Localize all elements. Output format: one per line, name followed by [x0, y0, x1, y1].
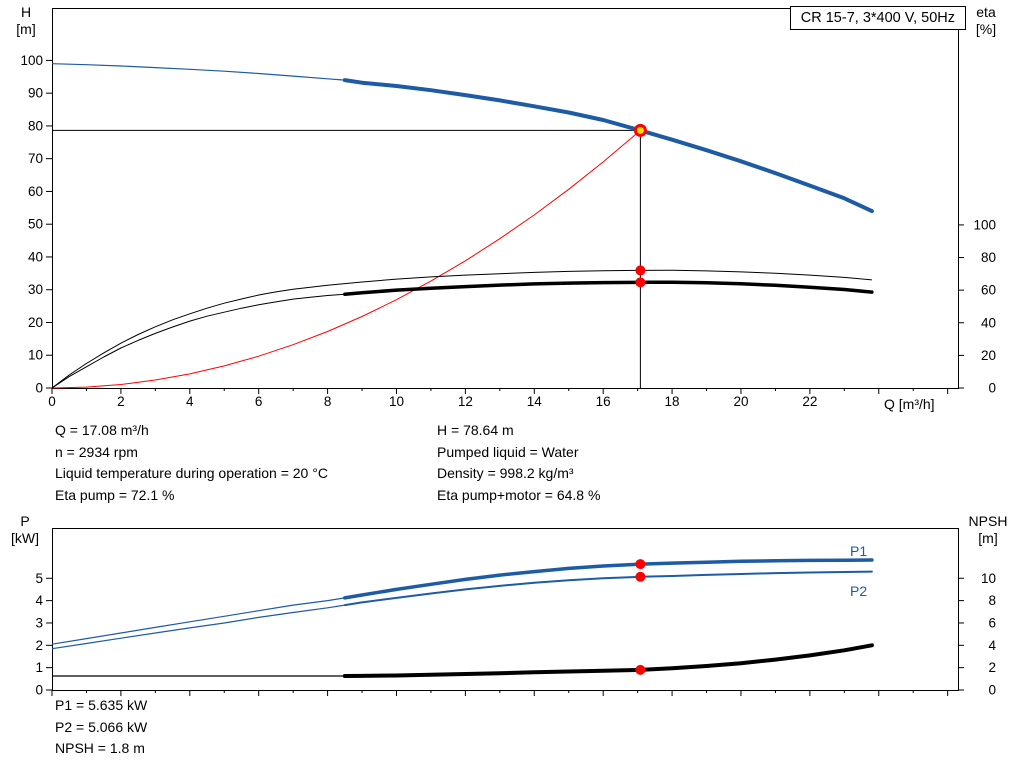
pump-model-title-box: CR 15-7, 3*400 V, 50Hz [789, 6, 966, 30]
y-right-tick-label: 60 [981, 283, 996, 298]
y-left-tick-label: 80 [28, 118, 43, 133]
duty-info-right-column: H = 78.64 m Pumped liquid = Water Densit… [437, 420, 600, 506]
y-right-tick-label: 40 [981, 315, 996, 330]
p1-curve-label: P1 [850, 543, 868, 559]
qh-eta-chart-frame [52, 8, 959, 389]
eta-pump-curve-thin [51, 269, 872, 389]
npsh-axis-unit: [m] [978, 530, 998, 546]
x-tick-label: 10 [389, 394, 404, 409]
x-tick-label: 12 [458, 394, 473, 409]
y-left-tick-label: 1 [35, 660, 43, 675]
y-left-tick-label: 4 [35, 593, 43, 608]
duty-head-text: H = 78.64 m [437, 422, 514, 438]
eta-pump-motor-duty-dot [635, 277, 646, 288]
y-right-tick-label: 2 [988, 660, 996, 675]
head-curve-thin [51, 63, 345, 81]
p-axis-unit: [kW] [11, 530, 39, 546]
eta-pump-motor-text: Eta pump+motor = 64.8 % [437, 486, 601, 503]
p1-curve-thin [51, 597, 345, 645]
q-axis-label: Q [m³/h] [884, 396, 935, 412]
eta-pump-motor-curve-thin [51, 293, 345, 389]
y-left-tick-label: 70 [28, 151, 43, 166]
y-right-tick-label: 0 [988, 381, 996, 396]
npsh-duty-dot [635, 664, 646, 675]
y-left-tick-label: 0 [35, 683, 43, 698]
eta-pump-duty-dot [635, 265, 646, 276]
p2-curve [343, 570, 873, 607]
duty-flow-text: Q = 17.08 m³/h [55, 422, 149, 438]
x-tick-label: 22 [802, 394, 817, 409]
speed-text: n = 2934 rpm [55, 443, 138, 460]
y-left-tick-label: 100 [20, 53, 43, 68]
p2-curve-label: P2 [850, 583, 868, 599]
y-left-tick-label: 20 [28, 315, 43, 330]
p-axis-symbol: P [20, 513, 30, 529]
x-tick-label: 8 [324, 394, 332, 409]
y-left-tick-label: 30 [28, 282, 43, 297]
h-axis-label: H [m] [4, 4, 48, 38]
npsh-axis-symbol: NPSH [968, 513, 1008, 529]
y-right-tick-label: 8 [988, 593, 996, 608]
y-right-tick-label: 0 [988, 683, 996, 698]
p1-duty-dot [635, 559, 646, 570]
y-left-tick-label: 10 [28, 348, 43, 363]
y-right-tick-label: 6 [988, 615, 996, 630]
eta-axis-unit: [%] [975, 21, 997, 37]
p1-value-text: P1 = 5.635 kW [55, 697, 148, 713]
npsh-axis-label: NPSH [m] [958, 513, 1018, 547]
y-left-tick-label: 90 [28, 86, 43, 101]
y-left-tick-label: 60 [28, 184, 43, 199]
eta-axis-symbol: eta [976, 4, 996, 20]
y-left-tick-label: 40 [28, 249, 43, 264]
eta-pump-text: Eta pump = 72.1 % [55, 486, 175, 503]
power-npsh-chart-frame [52, 528, 959, 691]
h-axis-symbol: H [20, 4, 32, 20]
y-right-tick-label: 4 [988, 638, 996, 653]
x-tick-label: 6 [255, 394, 263, 409]
npsh-curve [342, 643, 874, 678]
y-right-tick-label: 20 [981, 348, 996, 363]
liquid-temperature-text: Liquid temperature during operation = 20… [55, 465, 328, 482]
x-tick-label: 14 [527, 394, 543, 409]
pumped-liquid-text: Pumped liquid = Water [437, 443, 579, 460]
p2-value-text: P2 = 5.066 kW [55, 718, 148, 735]
x-tick-label: 2 [117, 394, 125, 409]
system-curve-thin [51, 130, 641, 389]
y-left-tick-label: 50 [28, 217, 43, 232]
duty-point-marker[interactable] [633, 123, 647, 137]
y-left-tick-label: 5 [35, 571, 43, 586]
y-right-tick-label: 10 [981, 571, 996, 586]
x-tick-label: 4 [186, 394, 194, 409]
y-left-tick-label: 0 [35, 381, 43, 396]
x-tick-label: 0 [48, 394, 56, 409]
y-right-tick-label: 80 [981, 250, 996, 265]
x-tick-label: 20 [733, 394, 748, 409]
y-left-tick-label: 3 [35, 615, 43, 630]
p2-curve-thin [51, 604, 345, 650]
y-right-tick-label: 100 [973, 217, 996, 232]
x-tick-label: 16 [596, 394, 611, 409]
p2-duty-dot [635, 571, 646, 582]
head-curve [342, 78, 874, 214]
eta-axis-label: eta [%] [962, 4, 1010, 38]
density-text: Density = 998.2 kg/m³ [437, 465, 574, 482]
x-tick-label: 18 [665, 394, 680, 409]
y-left-tick-label: 2 [35, 638, 43, 653]
p1-curve [343, 558, 874, 600]
h-axis-unit: [m] [16, 21, 36, 37]
npsh-value-text: NPSH = 1.8 m [55, 740, 145, 757]
p-axis-label: P [kW] [2, 513, 48, 547]
duty-info-left-column: Q = 17.08 m³/h n = 2934 rpm Liquid tempe… [55, 420, 328, 506]
power-info-column: P1 = 5.635 kW P2 = 5.066 kW NPSH = 1.8 m [55, 695, 147, 760]
eta-pump-motor-curve [343, 280, 874, 296]
